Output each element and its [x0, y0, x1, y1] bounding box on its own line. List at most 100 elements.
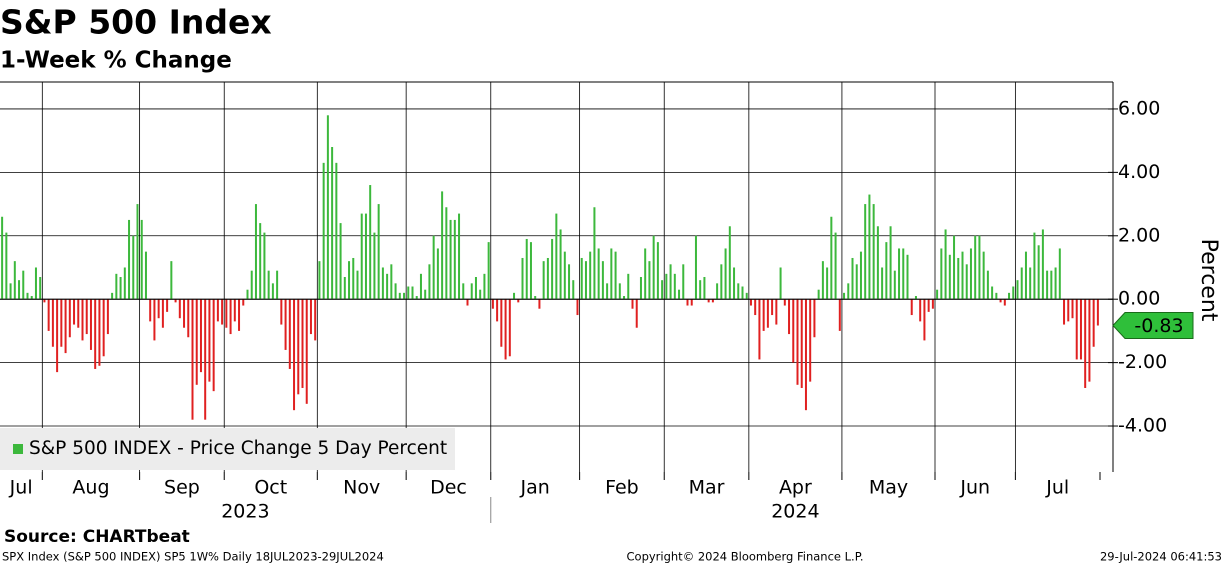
- bar: [246, 289, 249, 300]
- bar: [26, 292, 29, 300]
- bar: [479, 289, 482, 300]
- bar: [559, 229, 562, 300]
- bar: [161, 299, 164, 328]
- bar: [656, 242, 659, 300]
- bar: [305, 299, 308, 404]
- bar: [462, 283, 465, 300]
- bar: [534, 296, 537, 300]
- bar: [948, 254, 951, 300]
- bar: [809, 299, 812, 382]
- legend-box: [0, 428, 455, 470]
- bar: [1037, 245, 1040, 300]
- bar: [1071, 299, 1074, 319]
- bar: [881, 267, 884, 300]
- bar: [796, 299, 799, 385]
- y-tick-label: -2.00: [1118, 351, 1167, 373]
- bar: [89, 299, 92, 350]
- bar: [601, 261, 604, 300]
- bar: [986, 270, 989, 300]
- x-tick-label: Feb: [605, 477, 639, 499]
- bar: [864, 204, 867, 300]
- bar: [356, 270, 359, 300]
- bar: [1, 216, 4, 300]
- bar: [403, 292, 406, 300]
- bar: [432, 235, 435, 300]
- bar: [745, 292, 748, 300]
- chart-subtitle: 1-Week % Change: [0, 48, 232, 74]
- bar: [34, 267, 37, 300]
- x-tick-label: May: [869, 477, 908, 499]
- bar: [144, 251, 147, 300]
- bar: [982, 251, 985, 300]
- bar: [128, 219, 131, 300]
- bar: [73, 299, 76, 325]
- bar: [618, 283, 621, 300]
- bar: [136, 204, 139, 300]
- bar: [1054, 267, 1057, 300]
- bar: [716, 283, 719, 300]
- bar: [436, 248, 439, 300]
- bar: [1033, 232, 1036, 300]
- footer-center: Copyright© 2024 Bloomberg Finance L.P.: [627, 550, 864, 564]
- bar: [377, 204, 380, 300]
- bar: [369, 185, 372, 300]
- bar: [500, 299, 503, 347]
- bar: [470, 283, 473, 300]
- bar: [551, 238, 554, 300]
- bar: [1008, 292, 1011, 300]
- bar: [843, 292, 846, 300]
- x-tick-label: Dec: [430, 477, 467, 499]
- bar: [22, 270, 25, 300]
- bar: [445, 207, 448, 300]
- bar: [720, 264, 723, 300]
- bar: [474, 277, 477, 300]
- bar: [614, 251, 617, 300]
- bar: [754, 299, 757, 316]
- bar: [106, 299, 109, 335]
- bar: [1084, 299, 1087, 388]
- last-value-label: -0.83: [1134, 315, 1183, 337]
- bar: [293, 299, 296, 411]
- bar: [1092, 299, 1095, 347]
- bar: [821, 261, 824, 300]
- bar: [859, 251, 862, 300]
- bar: [94, 299, 97, 369]
- bar: [639, 277, 642, 300]
- bar: [872, 204, 875, 300]
- bar: [580, 257, 583, 300]
- bar: [441, 191, 444, 300]
- bar: [339, 223, 342, 300]
- bar: [322, 162, 325, 300]
- bar: [508, 299, 511, 357]
- bar: [876, 226, 879, 300]
- x-tick-label: Jul: [9, 477, 33, 499]
- y-tick-label: 2.00: [1118, 224, 1160, 246]
- bar: [623, 296, 626, 300]
- bar: [187, 299, 190, 338]
- bar: [1020, 267, 1023, 300]
- bar: [364, 213, 367, 300]
- bar: [568, 264, 571, 300]
- bar: [627, 273, 630, 300]
- bar: [233, 299, 236, 322]
- bar: [749, 299, 752, 306]
- bar: [47, 299, 50, 331]
- bar: [703, 277, 706, 300]
- bar: [1088, 299, 1091, 382]
- legend-label: S&P 500 INDEX - Price Change 5 Day Perce…: [29, 438, 447, 459]
- bar: [18, 280, 21, 300]
- bar: [678, 289, 681, 300]
- bar: [868, 194, 871, 300]
- bar: [546, 257, 549, 300]
- bar: [1046, 270, 1049, 300]
- bar: [940, 248, 943, 300]
- bar: [826, 267, 829, 300]
- bar: [250, 270, 253, 300]
- x-tick-label: Nov: [343, 477, 380, 499]
- bar: [673, 273, 676, 300]
- bar: [174, 299, 177, 303]
- bar: [902, 248, 905, 300]
- bar: [153, 299, 156, 341]
- bar: [166, 299, 169, 312]
- bar: [517, 299, 520, 303]
